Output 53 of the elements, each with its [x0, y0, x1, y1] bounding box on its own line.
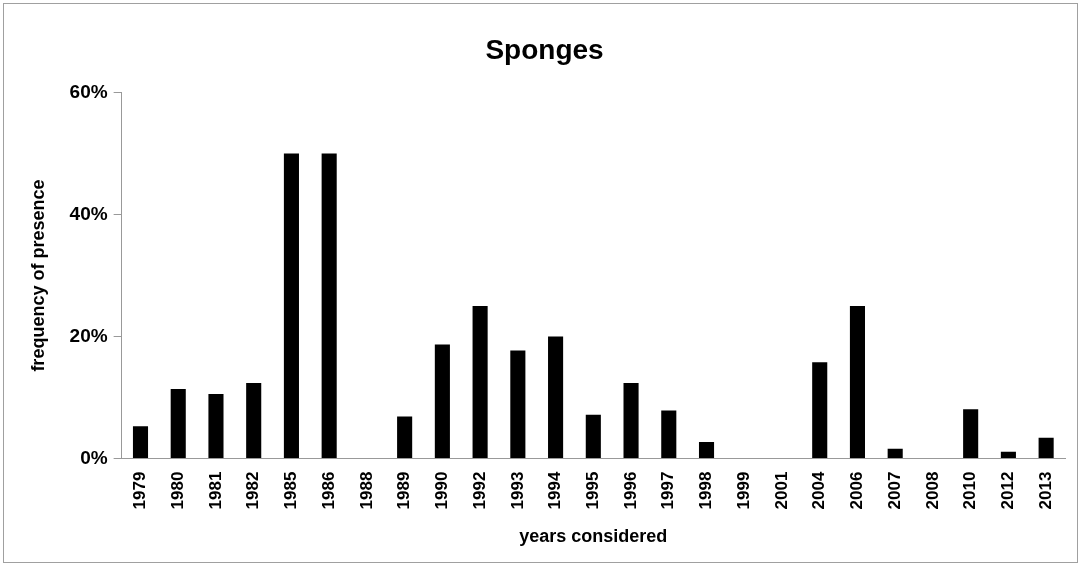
x-tick-label: 1985 [281, 471, 301, 510]
x-tick-label: 1979 [130, 471, 150, 510]
bar [510, 350, 526, 459]
bar [397, 416, 413, 459]
bar [623, 382, 639, 459]
x-tick-label: 2007 [884, 471, 904, 510]
x-tick-label: 2006 [847, 471, 867, 510]
bar [963, 409, 979, 459]
x-tick-label: 1993 [507, 471, 527, 510]
bar [698, 442, 715, 459]
bar [472, 306, 488, 459]
bar [321, 153, 337, 459]
x-tick-label: 2012 [998, 471, 1018, 510]
bar [208, 393, 224, 459]
bar [548, 336, 564, 459]
y-axis-title: frequency of presence [27, 179, 48, 372]
bar [283, 153, 299, 459]
x-tick-label: 1980 [167, 471, 187, 510]
x-tick-label: 1992 [469, 471, 489, 510]
x-tick-label: 2008 [922, 471, 942, 510]
bar [434, 344, 450, 459]
y-tick-label: 40% [69, 202, 108, 224]
bar [1038, 437, 1054, 459]
y-tick-label: 0% [80, 446, 108, 468]
chart-title: Sponges [485, 33, 604, 65]
x-tick-label: 1996 [620, 471, 640, 510]
x-tick-label: 1997 [658, 471, 678, 510]
x-tick-label: 2013 [1035, 471, 1055, 510]
x-tick-label: 1999 [733, 471, 753, 510]
bar [170, 389, 186, 459]
bar [585, 414, 601, 459]
x-tick-label: 1994 [545, 471, 565, 510]
x-tick-label: 1982 [243, 471, 263, 510]
x-tick-label: 1989 [394, 471, 414, 510]
x-tick-label: 2004 [809, 471, 829, 510]
x-tick-label: 2010 [960, 471, 980, 510]
bar [1000, 451, 1016, 459]
x-tick-label: 1990 [432, 471, 452, 510]
x-tick-label: 1998 [696, 471, 716, 510]
x-tick-label: 1988 [356, 471, 376, 510]
x-axis-title: years considered [519, 526, 668, 547]
bar [812, 362, 828, 459]
x-tick-label: 1986 [318, 471, 338, 510]
bar [887, 448, 903, 459]
bar [246, 382, 262, 459]
x-tick-label: 1995 [583, 471, 602, 510]
x-tick-label: 2001 [771, 471, 791, 510]
y-tick-label: 60% [69, 80, 108, 102]
bar [661, 410, 677, 459]
y-tick-label: 20% [69, 324, 108, 346]
bar [849, 306, 866, 459]
x-tick-label: 1981 [205, 471, 225, 510]
bar [132, 426, 149, 459]
